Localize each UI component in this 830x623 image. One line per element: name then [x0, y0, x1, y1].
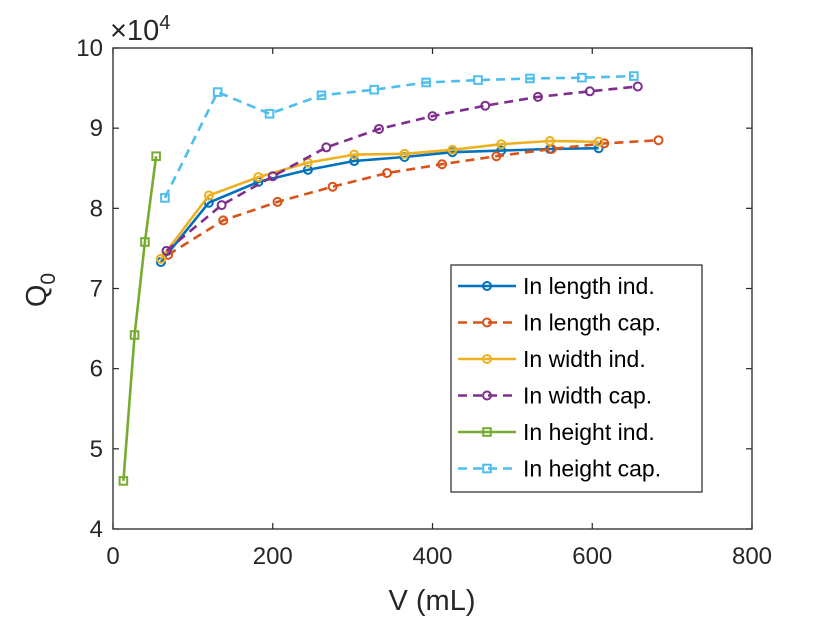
data-point — [437, 159, 448, 170]
legend-label: In length cap. — [523, 310, 661, 336]
data-point — [155, 253, 166, 264]
data-point — [212, 87, 223, 97]
data-point — [272, 196, 283, 207]
legend-marker — [482, 390, 492, 401]
data-point — [593, 143, 604, 154]
legend-label: In length ind. — [523, 273, 655, 299]
y-multiplier-label: ×104 — [110, 12, 170, 47]
data-series-group — [118, 71, 664, 486]
y-tick-label: 8 — [90, 195, 103, 222]
axes-box — [112, 47, 753, 530]
data-point — [525, 73, 535, 84]
legend-entry: In height cap. — [458, 456, 661, 482]
data-point — [381, 168, 392, 179]
legend-entry: In width ind. — [458, 346, 646, 372]
series-in-height-cap — [160, 71, 639, 203]
series-line-in-width-cap — [165, 85, 638, 252]
data-point — [496, 139, 507, 150]
legend-entry: In length ind. — [458, 273, 655, 299]
data-point — [369, 84, 379, 95]
data-point — [203, 190, 214, 201]
y-axis-title: Q0 — [21, 273, 60, 307]
data-point — [628, 71, 639, 81]
x-tick-label: 600 — [572, 543, 612, 570]
legend-entry: In width cap. — [458, 383, 652, 409]
tick-labels-group: 0 200 400 600 800 4 5 6 7 8 9 10 — [76, 35, 772, 570]
x-tick-label: 800 — [732, 543, 772, 570]
series-line-in-height-cap — [163, 74, 634, 199]
y-tick-label: 4 — [90, 516, 103, 543]
y-tick-label: 5 — [90, 436, 103, 463]
data-point — [427, 111, 438, 122]
y-tick-label: 6 — [90, 356, 103, 383]
series-line-in-width-ind — [159, 139, 599, 260]
data-point — [160, 193, 170, 203]
data-point — [349, 149, 360, 160]
data-point — [316, 90, 327, 101]
data-point — [480, 100, 491, 111]
legend-marker — [482, 463, 492, 474]
data-point — [321, 142, 332, 153]
data-point — [373, 123, 384, 134]
series-in-width-ind — [155, 135, 604, 264]
x-tick-label: 200 — [253, 543, 293, 570]
data-point — [349, 156, 360, 167]
data-point — [447, 144, 458, 155]
data-point — [593, 136, 604, 147]
data-point — [151, 151, 161, 162]
x-tick-label: 0 — [106, 543, 119, 570]
data-point — [577, 72, 587, 83]
data-point — [253, 172, 264, 183]
legend: In length ind. In length cap. In width ind… — [450, 264, 703, 493]
data-point — [584, 86, 595, 97]
y-tick-label: 10 — [76, 35, 103, 62]
data-point — [264, 108, 275, 119]
y-tick-label: 7 — [90, 276, 103, 303]
x-axis-title: V (mL) — [389, 585, 476, 617]
legend-entries: In length ind. In length cap. In width ind… — [458, 273, 661, 482]
data-point — [216, 200, 227, 211]
data-point — [267, 171, 278, 182]
data-point — [632, 81, 643, 92]
legend-label: In height cap. — [523, 456, 661, 482]
data-point — [421, 77, 431, 88]
data-point — [532, 91, 543, 102]
series-line-in-length-ind — [159, 146, 599, 263]
legend-label: In width ind. — [523, 346, 646, 372]
legend-marker — [482, 427, 492, 437]
series-in-width-cap — [161, 81, 643, 256]
data-point — [653, 135, 664, 146]
legend-marker — [482, 354, 492, 364]
data-point — [599, 138, 610, 149]
series-in-length-cap — [163, 135, 664, 260]
data-point — [327, 181, 338, 192]
legend-marker — [482, 281, 492, 291]
data-point — [140, 237, 150, 247]
legend-box — [450, 264, 703, 493]
legend-label: In height ind. — [523, 419, 655, 445]
data-point — [544, 135, 555, 146]
legend-label: In width cap. — [523, 383, 652, 409]
data-point — [399, 148, 410, 159]
data-point — [473, 75, 483, 85]
data-point — [129, 330, 140, 340]
y-tick-label: 9 — [90, 115, 103, 142]
series-line-in-height-ind — [122, 156, 158, 481]
legend-entry: In length cap. — [458, 310, 661, 336]
data-point — [491, 151, 502, 162]
series-line-in-length-cap — [167, 138, 659, 256]
data-point — [218, 215, 229, 226]
data-point — [118, 476, 129, 486]
data-point — [161, 245, 172, 256]
legend-marker — [482, 317, 492, 328]
x-tick-label: 400 — [412, 543, 452, 570]
series-in-height-ind — [118, 151, 161, 486]
legend-entry: In height ind. — [458, 419, 655, 445]
